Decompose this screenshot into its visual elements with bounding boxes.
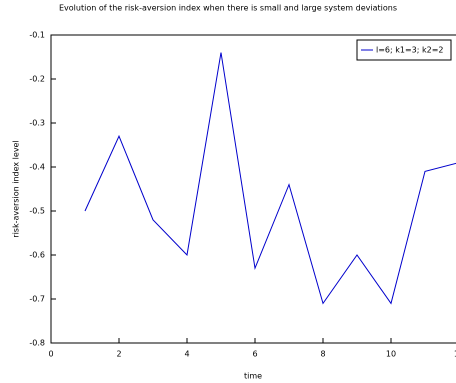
y-tick-label: -0.2 [29, 75, 45, 84]
x-tick-label: 12 [454, 350, 456, 359]
legend-label: l=6; k1=3; k2=2 [376, 46, 444, 55]
x-tick-label: 2 [116, 350, 121, 359]
data-line [84, 52, 456, 305]
x-tick-label: 8 [320, 350, 325, 359]
y-tick-label: -0.1 [29, 31, 45, 40]
y-axis-label: risk-aversion index level [12, 140, 21, 237]
plot-frame [50, 34, 456, 344]
x-tick-label: 4 [184, 350, 189, 359]
x-tick-label: 6 [252, 350, 257, 359]
x-axis-label: time [244, 372, 262, 381]
x-tick-label: 10 [386, 350, 396, 359]
y-tick-label: -0.5 [29, 207, 45, 216]
y-tick-label: -0.3 [29, 119, 45, 128]
y-tick-label: -0.4 [29, 163, 45, 172]
legend-box [356, 39, 452, 61]
x-tick-label: 0 [48, 350, 53, 359]
chart-title: Evolution of the risk-aversion index whe… [59, 4, 397, 13]
y-tick-label: -0.8 [29, 339, 45, 348]
y-tick-label: -0.7 [29, 295, 45, 304]
y-tick-label: -0.6 [29, 251, 45, 260]
